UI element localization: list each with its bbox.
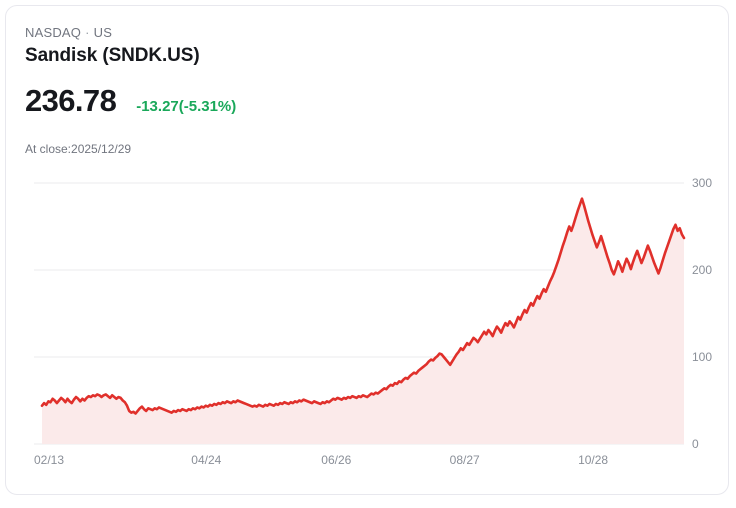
stock-quote-card: NASDAQ · US Sandisk (SNDK.US) 236.78 -13.2… [5,5,729,495]
page-title: Sandisk (SNDK.US) [25,45,200,66]
price-line [40,197,686,415]
x-axis-tick-label: 04/24 [191,453,221,467]
price-area-fill [42,198,684,444]
y-axis-tick-label: 0 [692,437,699,451]
session-status: At close:2025/12/29 [25,142,132,156]
x-axis-tick-label: 02/13 [34,453,64,467]
y-axis-tick-label: 100 [692,350,712,364]
y-axis-labels: 0 100 200 300 [692,176,712,451]
exchange-separator: · [85,25,90,40]
price-change: -13.27(-5.31%) [136,98,237,115]
y-axis-tick-label: 300 [692,176,712,190]
x-axis-tick-label: 06/26 [321,453,351,467]
exchange-region: US [93,25,113,40]
exchange-row: NASDAQ · US [25,25,112,40]
price-area-chart: 0 100 200 300 02/13 04/24 06/26 08/27 10/28 [34,176,712,467]
last-price: 236.78 [25,83,117,118]
exchange-name: NASDAQ [25,25,82,40]
x-axis-tick-label: 08/27 [450,453,480,467]
price-row: 236.78 -13.27(-5.31%) [25,85,236,116]
x-axis-tick-label: 10/28 [578,453,608,467]
x-axis-labels: 02/13 04/24 06/26 08/27 10/28 [34,453,608,467]
y-axis-tick-label: 200 [692,263,712,277]
